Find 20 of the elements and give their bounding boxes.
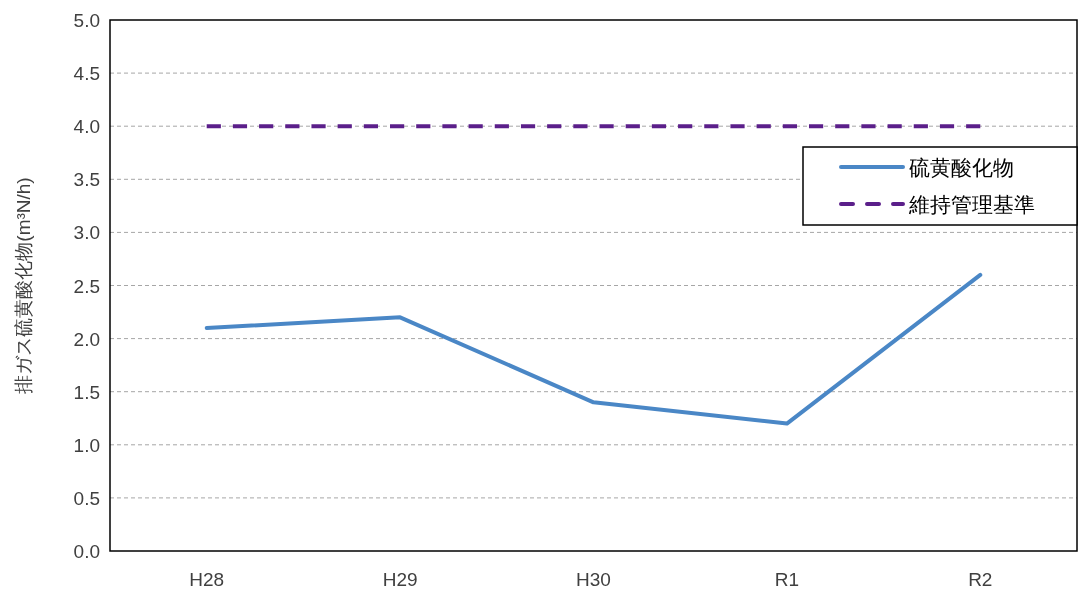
legend-label: 維持管理基準 xyxy=(908,193,1035,216)
line-series xyxy=(204,272,983,426)
y-axis-title: 排ガス硫黄酸化物(m³N/h) xyxy=(13,177,34,394)
x-tick-label: H28 xyxy=(189,569,225,590)
y-tick-label: 0.5 xyxy=(73,487,100,509)
y-tick-label: 3.5 xyxy=(73,169,100,191)
x-tick-label: R2 xyxy=(968,569,993,590)
y-tick-label: 4.0 xyxy=(73,116,100,138)
y-tick-label: 1.0 xyxy=(73,434,100,456)
x-tick-label: H30 xyxy=(576,569,611,590)
legend-label: 硫黄酸化物 xyxy=(909,156,1014,179)
y-tick-label: 2.0 xyxy=(73,328,100,350)
y-tick-label: 1.5 xyxy=(73,381,100,403)
y-tick-label: 3.0 xyxy=(73,222,100,244)
y-tick-label: 4.5 xyxy=(73,63,100,85)
y-tick-label: 2.5 xyxy=(73,275,100,297)
x-tick-label: H29 xyxy=(382,569,418,590)
x-tick-label: R1 xyxy=(774,569,800,590)
y-tick-label: 0.0 xyxy=(73,541,100,562)
y-tick-label: 5.0 xyxy=(73,10,100,31)
